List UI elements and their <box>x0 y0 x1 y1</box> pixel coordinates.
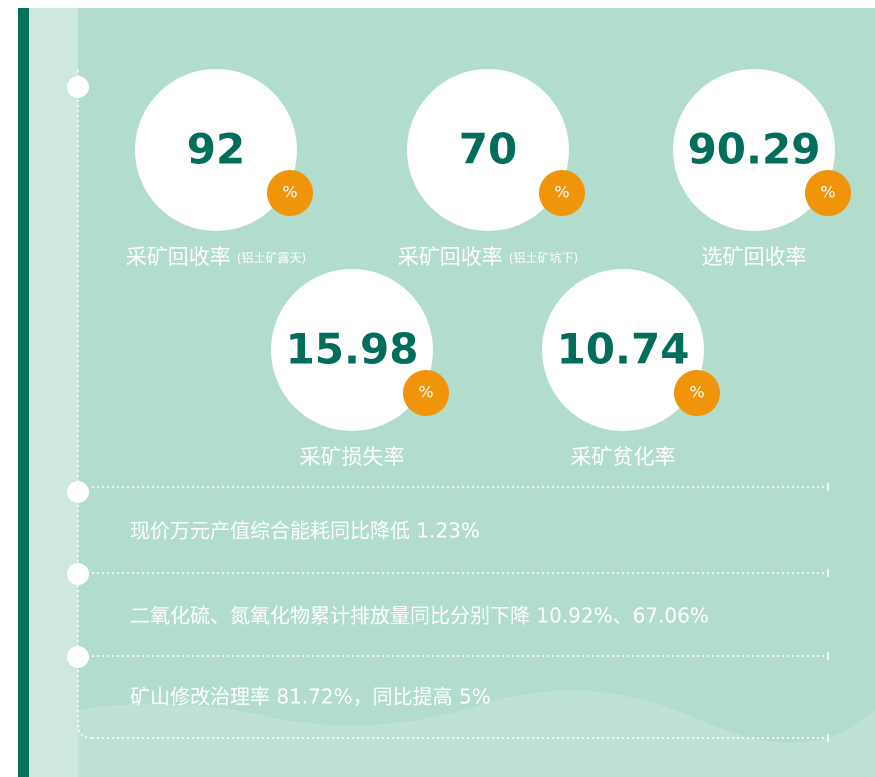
unit-badge <box>805 170 851 216</box>
unit-badge <box>539 170 585 216</box>
metric-label: 采矿贫化率 <box>571 445 676 469</box>
timeline-dot <box>67 481 89 503</box>
unit-badge <box>267 170 313 216</box>
label-main: 采矿贫化率 <box>571 445 676 469</box>
unit-badge <box>403 370 449 416</box>
timeline-dot <box>67 646 89 668</box>
label-sub: (铝土矿坑下) <box>509 250 578 265</box>
metric-circle <box>271 269 433 431</box>
statement: 矿山修改治理率 81.72%，同比提高 5% <box>130 685 491 709</box>
metric-value: 92 <box>187 125 245 174</box>
metric-unit: % <box>554 183 569 202</box>
timeline-dot <box>67 563 89 585</box>
metric-label: 采矿回收率 (铝土矿坑下) <box>398 245 578 269</box>
label-main: 选矿回收率 <box>702 245 807 269</box>
metric-circle <box>673 69 835 231</box>
metric-unit: % <box>418 383 433 402</box>
metric-unit: % <box>689 383 704 402</box>
label-main: 采矿回收率 <box>398 245 503 269</box>
unit-badge <box>674 370 720 416</box>
metric-circle <box>542 269 704 431</box>
metric-unit: % <box>282 183 297 202</box>
metric-circle <box>135 69 297 231</box>
metric-circle <box>407 69 569 231</box>
metric-value: 90.29 <box>688 125 821 174</box>
label-main: 采矿损失率 <box>300 445 405 469</box>
metric-label: 采矿损失率 <box>300 445 405 469</box>
timeline-dot <box>67 76 89 98</box>
mountain <box>28 690 875 777</box>
side-bar <box>18 8 29 777</box>
metric-value: 15.98 <box>286 325 419 374</box>
timeline <box>77 70 93 739</box>
statement: 二氧化硫、氮氧化物累计排放量同比分别下降 10.92%、67.06% <box>130 604 709 628</box>
statement: 现价万元产值综合能耗同比降低 1.23% <box>130 519 480 543</box>
metric-label: 采矿回收率 (铝土矿露天) <box>126 245 306 269</box>
side-strip <box>28 8 78 777</box>
metric-unit: % <box>820 183 835 202</box>
label-sub: (铝土矿露天) <box>237 250 306 265</box>
metric-value: 70 <box>459 125 517 174</box>
label-main: 采矿回收率 <box>126 245 231 269</box>
metric-label: 选矿回收率 <box>702 245 807 269</box>
metric-value: 10.74 <box>557 325 690 374</box>
